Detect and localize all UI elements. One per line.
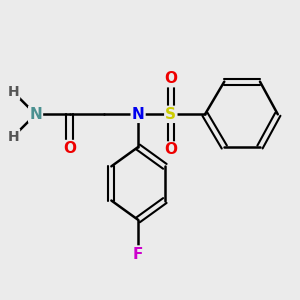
Text: O: O xyxy=(164,71,177,86)
Text: F: F xyxy=(133,247,143,262)
Text: N: N xyxy=(132,107,145,122)
Text: O: O xyxy=(164,142,177,158)
Text: H: H xyxy=(8,85,19,99)
Text: H: H xyxy=(8,130,19,144)
Text: S: S xyxy=(165,107,176,122)
Text: N: N xyxy=(29,107,42,122)
Text: O: O xyxy=(63,141,76,156)
